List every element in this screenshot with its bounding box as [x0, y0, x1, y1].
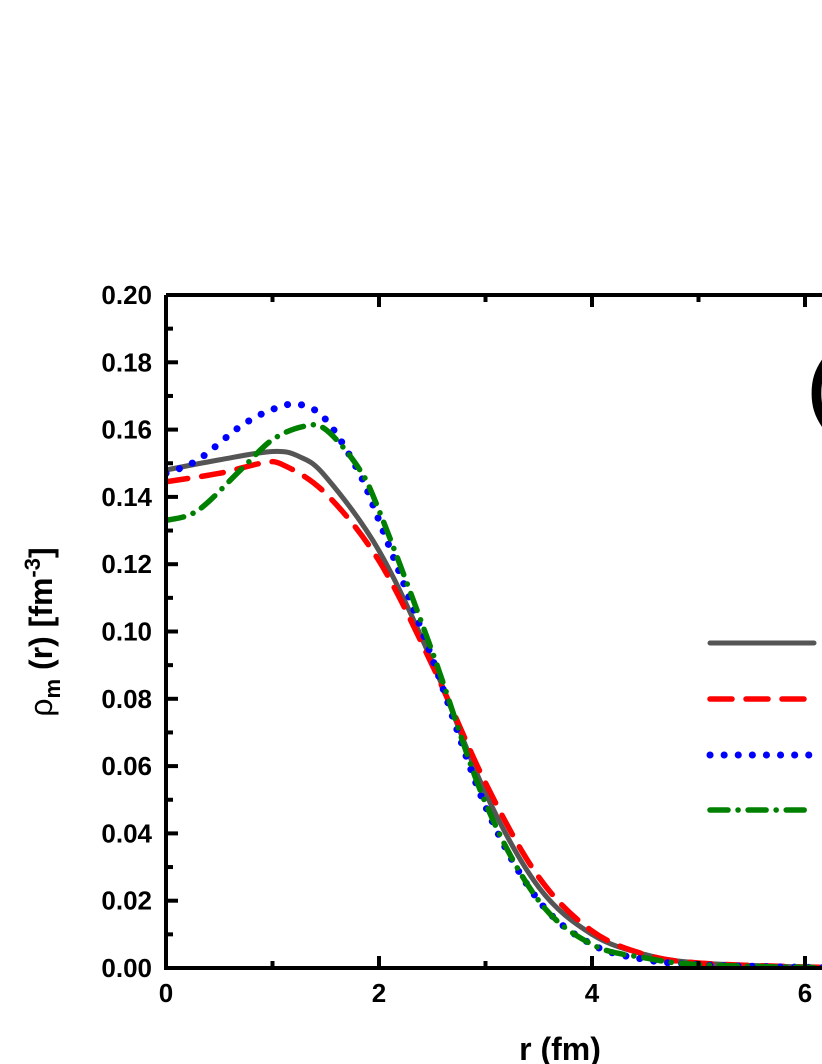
y-tick-label: 0.04: [101, 818, 152, 848]
y-tick-label: 0.14: [101, 482, 152, 512]
y-tick-label: 0.08: [101, 684, 152, 714]
y-tick-label: 0.10: [101, 617, 152, 647]
x-tick-label: 0: [159, 978, 173, 1008]
y-tick-label: 0.00: [101, 953, 152, 983]
y-axis-label: ρm (r) [fm-3]: [20, 547, 65, 716]
y-label-end: ]: [23, 547, 59, 558]
y-tick-label: 0.18: [101, 347, 152, 377]
y-label-sup: -3: [20, 558, 45, 578]
y-tick-label: 0.06: [101, 751, 152, 781]
y-tick-label: 0.12: [101, 549, 152, 579]
y-tick-label: 0.02: [101, 886, 152, 916]
y-label-sub: m: [40, 679, 65, 699]
axes: 0.00 0.02 0.04 0.06 0.08 0.10 0.12 0.14 0.16 0.18…: [101, 280, 822, 1008]
series-group: [166, 400, 822, 968]
legend: [706, 640, 818, 813]
x-tick-label: 2: [372, 978, 386, 1008]
x-tick-label: 4: [585, 978, 600, 1008]
series-line-solid: [166, 448, 822, 968]
panel-label: (: [808, 348, 822, 428]
y-label-rest: (r) [fm: [23, 578, 59, 679]
x-axis-label: r (fm): [519, 1031, 601, 1064]
series-line-dashdot: [166, 422, 822, 968]
series-line-dotted: [166, 400, 822, 968]
series-line-dashed: [166, 458, 822, 968]
x-tick-label: 6: [798, 978, 812, 1008]
y-tick-label: 0.16: [101, 415, 152, 445]
axis-frame: [164, 293, 822, 970]
y-label-rho: ρ: [23, 698, 59, 716]
y-tick-label: 0.20: [101, 280, 152, 310]
